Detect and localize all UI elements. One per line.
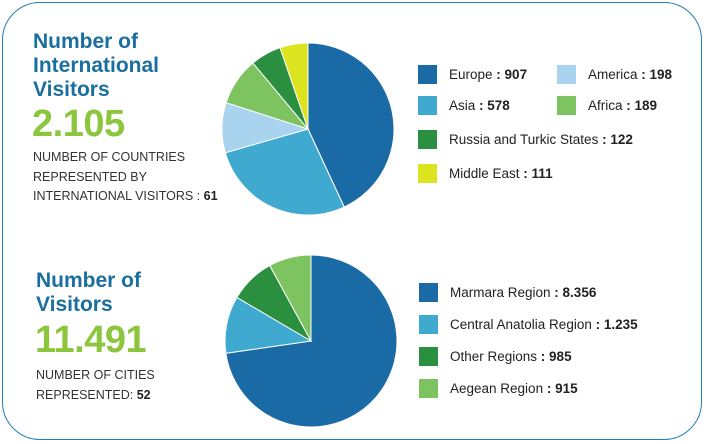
legend-central-anatolia: Central Anatolia Region : 1.235 [419,313,638,335]
international-visitors-title: Number of International Visitors [33,30,160,101]
legend-russia-turkic: Russia and Turkic States : 122 [418,128,633,150]
legend-america: America : 198 [557,63,672,85]
legend-swatch-africa [557,95,576,115]
cities-count: 52 [136,387,151,402]
legend-middle-east: Middle East : 111 [418,162,553,184]
international-visitors-pie [221,42,395,216]
legend-swatch-asia [418,95,437,115]
legend-swatch-america [557,64,576,84]
legend-asia: Asia : 578 [418,94,510,116]
legend-europe: Europe : 907 [418,63,527,85]
legend-swatch-marmara [419,282,438,302]
legend-other-regions: Other Regions : 985 [419,345,572,367]
legend-swatch-middle-east [418,163,437,183]
visitors-slice-aegean-region [269,254,312,342]
legend-marmara: Marmara Region : 8.356 [419,281,596,303]
legend-africa: Africa : 189 [557,94,657,116]
card-frame [2,2,702,440]
legend-swatch-russia-turkic [418,129,437,149]
legend-swatch-europe [418,64,437,84]
international-slice-asia [224,128,345,216]
international-visitors-total: 2.105 [32,103,125,145]
cities-represented-text: NUMBER OF CITIES REPRESENTED: 52 [36,368,155,402]
legend-swatch-aegean [419,378,438,398]
visitors-total: 11.491 [35,319,147,361]
international-slice-middle-east [279,42,309,130]
countries-count: 61 [203,189,218,203]
legend-swatch-central-anatolia [419,314,438,334]
countries-represented-text: NUMBER OF COUNTRIES REPRESENTED BY INTER… [33,150,218,203]
visitors-title: Number of Visitors [36,269,141,316]
visitors-pie [224,254,398,428]
legend-swatch-other-regions [419,346,438,366]
international-slice-europe [307,42,395,208]
legend-aegean: Aegean Region : 915 [419,377,578,399]
